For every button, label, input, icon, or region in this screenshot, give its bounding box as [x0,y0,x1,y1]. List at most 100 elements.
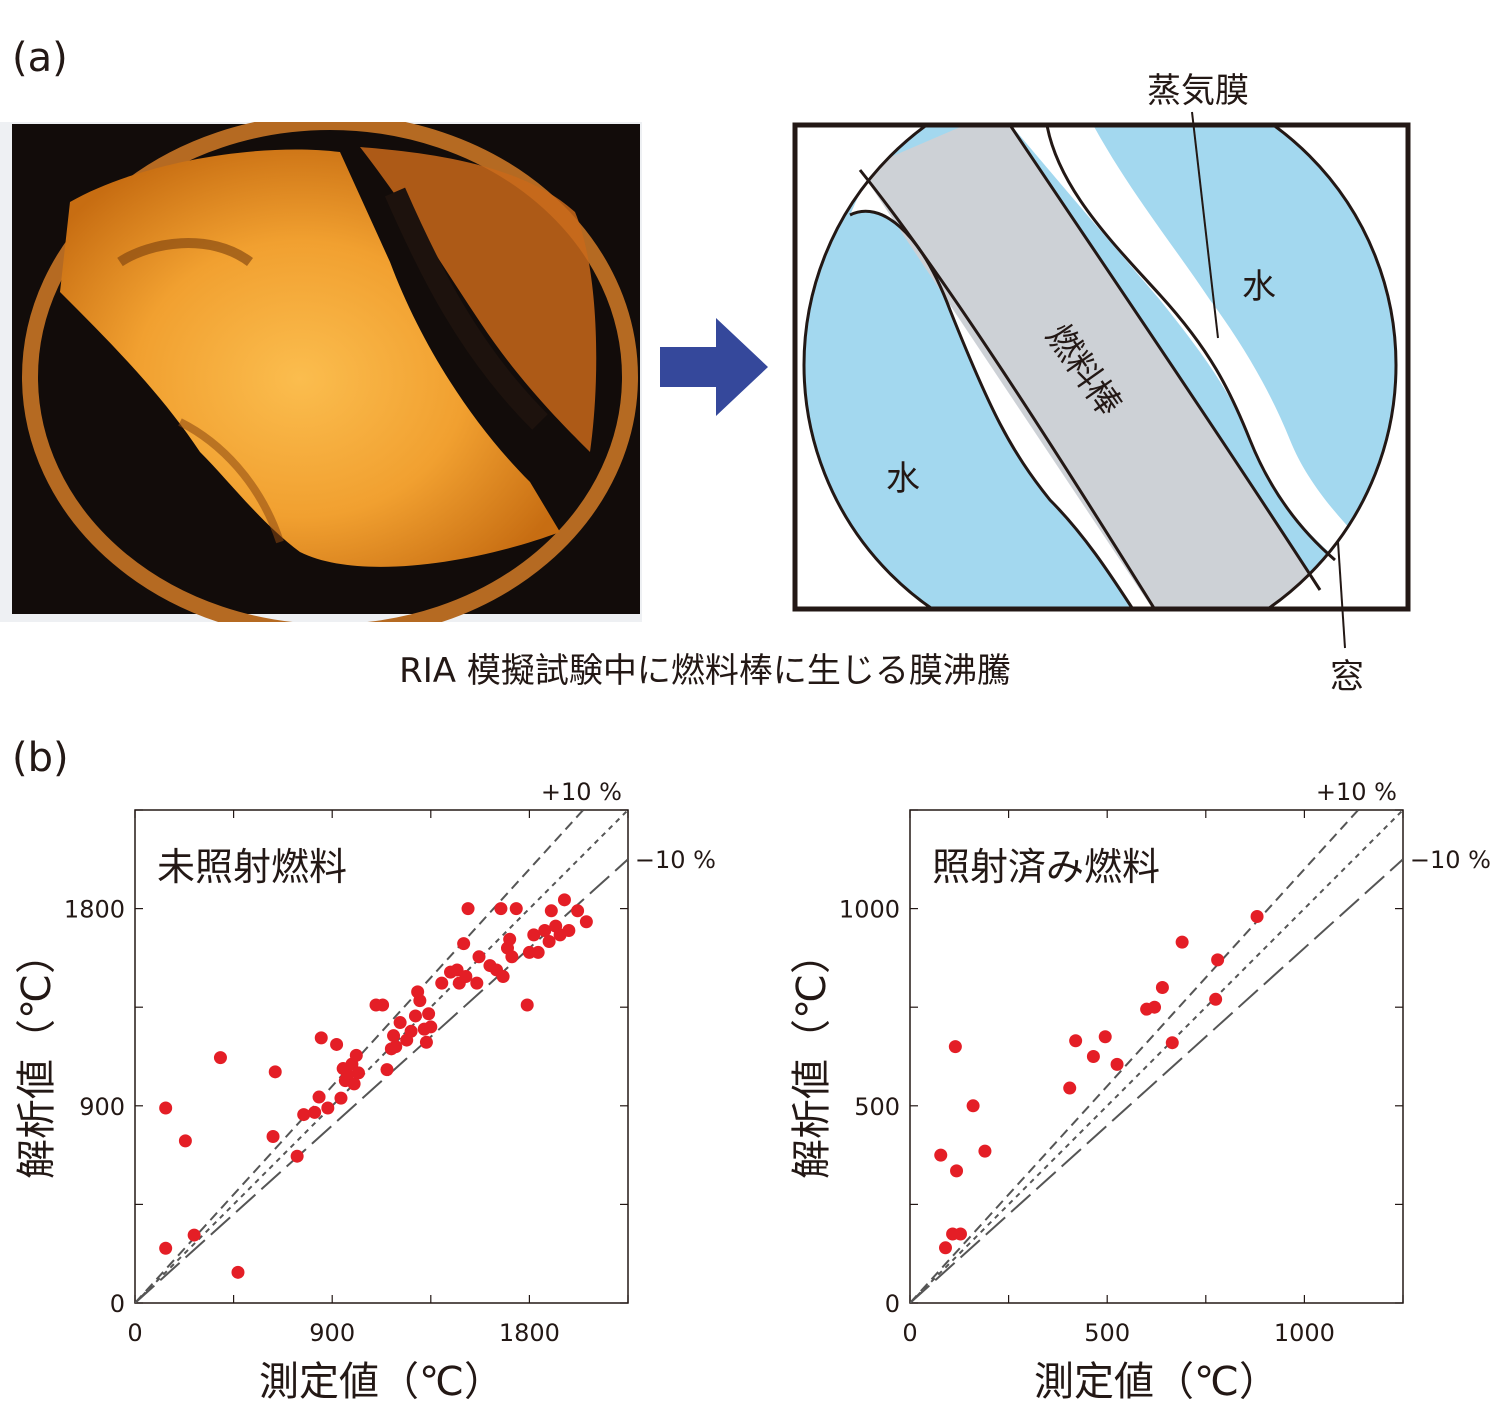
arrow-icon [660,318,768,416]
y-axis-label: 解析値（℃） [14,934,60,1179]
plot-frame [134,809,629,1304]
data-point [1209,992,1223,1006]
data-point [389,1040,403,1054]
data-point [520,998,534,1012]
data-point [380,1063,394,1077]
label-window: 窓 [1330,657,1364,697]
data-point [503,932,517,946]
reference-line [910,858,1403,1303]
chart-title: 未照射燃料 [157,845,347,889]
data-point [387,1029,401,1043]
data-point [1086,1050,1100,1063]
x-axis-label: 測定値（℃） [259,1359,504,1405]
y-tick-label: 0 [110,1290,125,1318]
reference-line [135,810,585,1303]
label-water-left: 水 [886,459,920,499]
label-vapor-film: 蒸気膜 [1147,71,1249,111]
data-point [934,1148,948,1162]
data-point [571,904,585,918]
data-point [314,1031,328,1045]
data-point [948,1040,962,1054]
data-point [1148,1000,1162,1014]
data-point [527,928,541,942]
data-point [1063,1081,1077,1095]
reference-line [910,810,1403,1303]
film-boiling-photo [0,122,642,622]
data-point [376,998,390,1012]
y-tick-label: 500 [854,1093,900,1121]
y-tick-label: 900 [79,1093,125,1121]
data-point [231,1265,245,1279]
data-point [938,1241,952,1255]
data-point [966,1099,980,1113]
data-point [1175,935,1189,949]
data-point [422,1007,436,1021]
plot-frame [909,809,1404,1304]
data-point [1250,909,1264,923]
data-point [419,1035,433,1049]
data-point [334,1091,348,1105]
data-point [1155,980,1169,994]
data-point [457,937,471,951]
data-point [1069,1034,1083,1048]
x-tick-label: 0 [902,1319,917,1347]
data-point [393,1016,407,1030]
label-water-right: 水 [1242,267,1276,307]
data-point [266,1129,280,1143]
data-point [297,1108,311,1122]
data-point [349,1048,363,1062]
panel-a-label: (a) [12,35,68,81]
data-point [321,1101,335,1115]
data-point [178,1134,192,1148]
x-tick-label: 0 [127,1319,142,1347]
reference-line-label: −10 % [1410,846,1491,874]
reference-line [910,810,1360,1303]
y-tick-label: 0 [885,1290,900,1318]
data-point [159,1101,173,1115]
data-point [347,1077,361,1091]
data-point [404,1024,418,1038]
data-point [351,1066,365,1080]
data-point [187,1228,201,1242]
x-tick-label: 1000 [1274,1319,1335,1347]
reference-line [135,810,628,1303]
data-point [1098,1030,1112,1044]
y-axis-label: 解析値（℃） [789,934,835,1179]
panel-a-caption: RIA 模擬試験中に燃料棒に生じる膜沸騰 [399,651,1011,691]
data-point [950,1164,964,1178]
data-point [268,1065,282,1079]
x-axis-label: 測定値（℃） [1034,1359,1279,1405]
data-point [472,950,486,964]
data-point [424,1020,438,1034]
chart-title: 照射済み燃料 [932,845,1160,889]
film-boiling-schematic: 蒸気膜 水 水 燃料棒 窓 [792,71,1411,697]
x-tick-label: 900 [309,1319,355,1347]
data-point [1165,1036,1179,1050]
x-tick-label: 500 [1084,1319,1130,1347]
data-point [542,934,556,948]
data-point [1110,1057,1124,1071]
data-point [544,904,558,918]
data-point [557,893,571,907]
y-tick-label: 1000 [839,896,900,924]
data-point [435,976,449,990]
data-point [538,924,552,938]
reference-line-label: +10 % [1316,778,1397,806]
data-point [213,1051,227,1065]
data-point [470,976,484,990]
data-point [562,924,576,938]
y-tick-label: 1800 [64,896,125,924]
panel-b-label: (b) [12,735,69,781]
reference-line-label: −10 % [635,846,716,874]
data-point [290,1149,304,1163]
data-point [509,902,523,916]
reference-line-label: +10 % [541,778,622,806]
data-point [579,915,593,929]
data-point [408,1009,422,1023]
data-point [496,970,510,984]
data-point [330,1037,344,1051]
data-point [978,1144,992,1158]
data-point [1211,953,1225,967]
